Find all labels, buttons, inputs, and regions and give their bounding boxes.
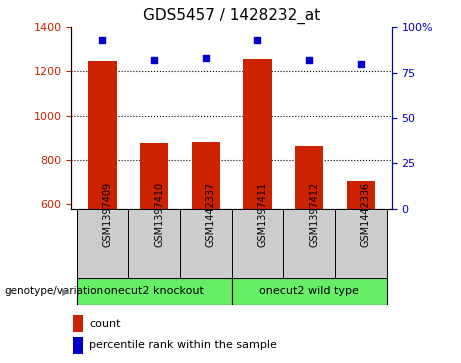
Text: GSM1397409: GSM1397409	[102, 182, 112, 247]
Text: onecut2 knockout: onecut2 knockout	[104, 286, 204, 296]
Bar	[77, 209, 128, 278]
Bar	[335, 209, 387, 278]
Bar	[77, 278, 231, 305]
Bar	[192, 142, 220, 209]
Text: GSM1397412: GSM1397412	[309, 182, 319, 247]
Bar	[295, 146, 323, 209]
Bar	[284, 209, 335, 278]
Text: genotype/variation: genotype/variation	[5, 286, 104, 296]
Bar	[128, 209, 180, 278]
Point	[202, 55, 209, 61]
Text: GSM1442336: GSM1442336	[361, 182, 371, 247]
Bar	[347, 181, 375, 209]
Point	[150, 57, 158, 63]
Text: GSM1397410: GSM1397410	[154, 182, 164, 247]
Bar	[231, 209, 284, 278]
Point	[357, 61, 365, 66]
Bar	[180, 209, 231, 278]
Text: count: count	[89, 318, 121, 329]
Text: ▶: ▶	[62, 286, 69, 296]
Point	[254, 37, 261, 43]
Bar	[140, 143, 168, 209]
Text: GSM1397411: GSM1397411	[258, 182, 267, 247]
Text: GSM1442337: GSM1442337	[206, 182, 216, 247]
Text: percentile rank within the sample: percentile rank within the sample	[89, 340, 277, 350]
Bar	[73, 337, 83, 354]
Bar	[88, 61, 117, 209]
Point	[306, 57, 313, 63]
Bar	[73, 315, 83, 332]
Bar	[243, 59, 272, 209]
Text: onecut2 wild type: onecut2 wild type	[259, 286, 359, 296]
Title: GDS5457 / 1428232_at: GDS5457 / 1428232_at	[143, 8, 320, 24]
Point	[99, 37, 106, 43]
Bar	[231, 278, 387, 305]
